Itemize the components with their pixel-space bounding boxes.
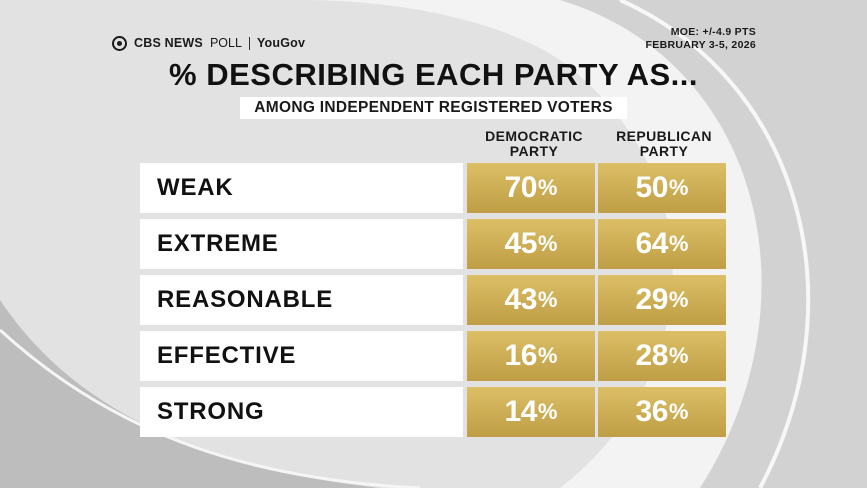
row-label: WEAK: [140, 163, 463, 213]
value-number: 16: [504, 339, 538, 372]
value-number: 28: [635, 339, 669, 372]
row-label: EXTREME: [140, 219, 463, 269]
percent-sign: %: [668, 399, 689, 424]
value-number: 64: [635, 227, 669, 260]
column-header-republican: REPUBLICAN PARTY: [599, 129, 729, 159]
percent-sign: %: [537, 343, 558, 368]
value-cell-republican: 28%: [598, 331, 726, 381]
value-cell-republican: 64%: [598, 219, 726, 269]
row-label: EFFECTIVE: [140, 331, 463, 381]
value-number: 45: [504, 227, 538, 260]
percent-sign: %: [668, 287, 689, 312]
value-cell-democratic: 43%: [467, 275, 595, 325]
value-number: 36: [635, 395, 669, 428]
column-header-line: PARTY: [639, 143, 689, 159]
brand-header: CBS NEWS POLL YouGov: [112, 35, 305, 51]
value-cell-republican: 36%: [598, 387, 726, 437]
value-cell-democratic: 14%: [467, 387, 595, 437]
value-cell-republican: 50%: [598, 163, 726, 213]
column-header-line: REPUBLICAN: [616, 128, 712, 144]
percent-sign: %: [537, 231, 558, 256]
margin-of-error: MOE: +/-4.9 PTS: [670, 26, 756, 38]
poll-date: FEBRUARY 3-5, 2026: [645, 39, 756, 51]
value-cell-republican: 29%: [598, 275, 726, 325]
value-cell-democratic: 70%: [467, 163, 595, 213]
column-header-democratic: DEMOCRATIC PARTY: [469, 129, 599, 159]
subtitle-container: AMONG INDEPENDENT REGISTERED VOTERS: [0, 97, 867, 119]
brand-partner: YouGov: [256, 36, 306, 50]
value-cell-democratic: 16%: [467, 331, 595, 381]
percent-sign: %: [537, 287, 558, 312]
value-number: 50: [635, 171, 669, 204]
brand-network: CBS NEWS: [134, 36, 203, 50]
percent-sign: %: [668, 231, 689, 256]
value-cell-democratic: 45%: [467, 219, 595, 269]
value-number: 70: [504, 171, 538, 204]
chart-title: % DESCRIBING EACH PARTY AS...: [169, 57, 698, 92]
value-number: 14: [504, 395, 538, 428]
chart-subtitle: AMONG INDEPENDENT REGISTERED VOTERS: [240, 97, 627, 119]
percent-sign: %: [668, 343, 689, 368]
cbs-eye-logo: [112, 35, 127, 51]
percent-sign: %: [668, 175, 689, 200]
brand-poll: POLL: [209, 36, 242, 50]
row-label: REASONABLE: [140, 275, 463, 325]
column-header-line: PARTY: [509, 143, 559, 159]
percent-sign: %: [537, 175, 558, 200]
row-label: STRONG: [140, 387, 463, 437]
brand-divider: [248, 36, 250, 50]
percent-sign: %: [537, 399, 558, 424]
value-number: 43: [504, 283, 538, 316]
value-number: 29: [635, 283, 669, 316]
poll-meta: MOE: +/-4.9 PTS FEBRUARY 3-5, 2026: [646, 26, 756, 52]
column-header-line: DEMOCRATIC: [485, 128, 583, 144]
